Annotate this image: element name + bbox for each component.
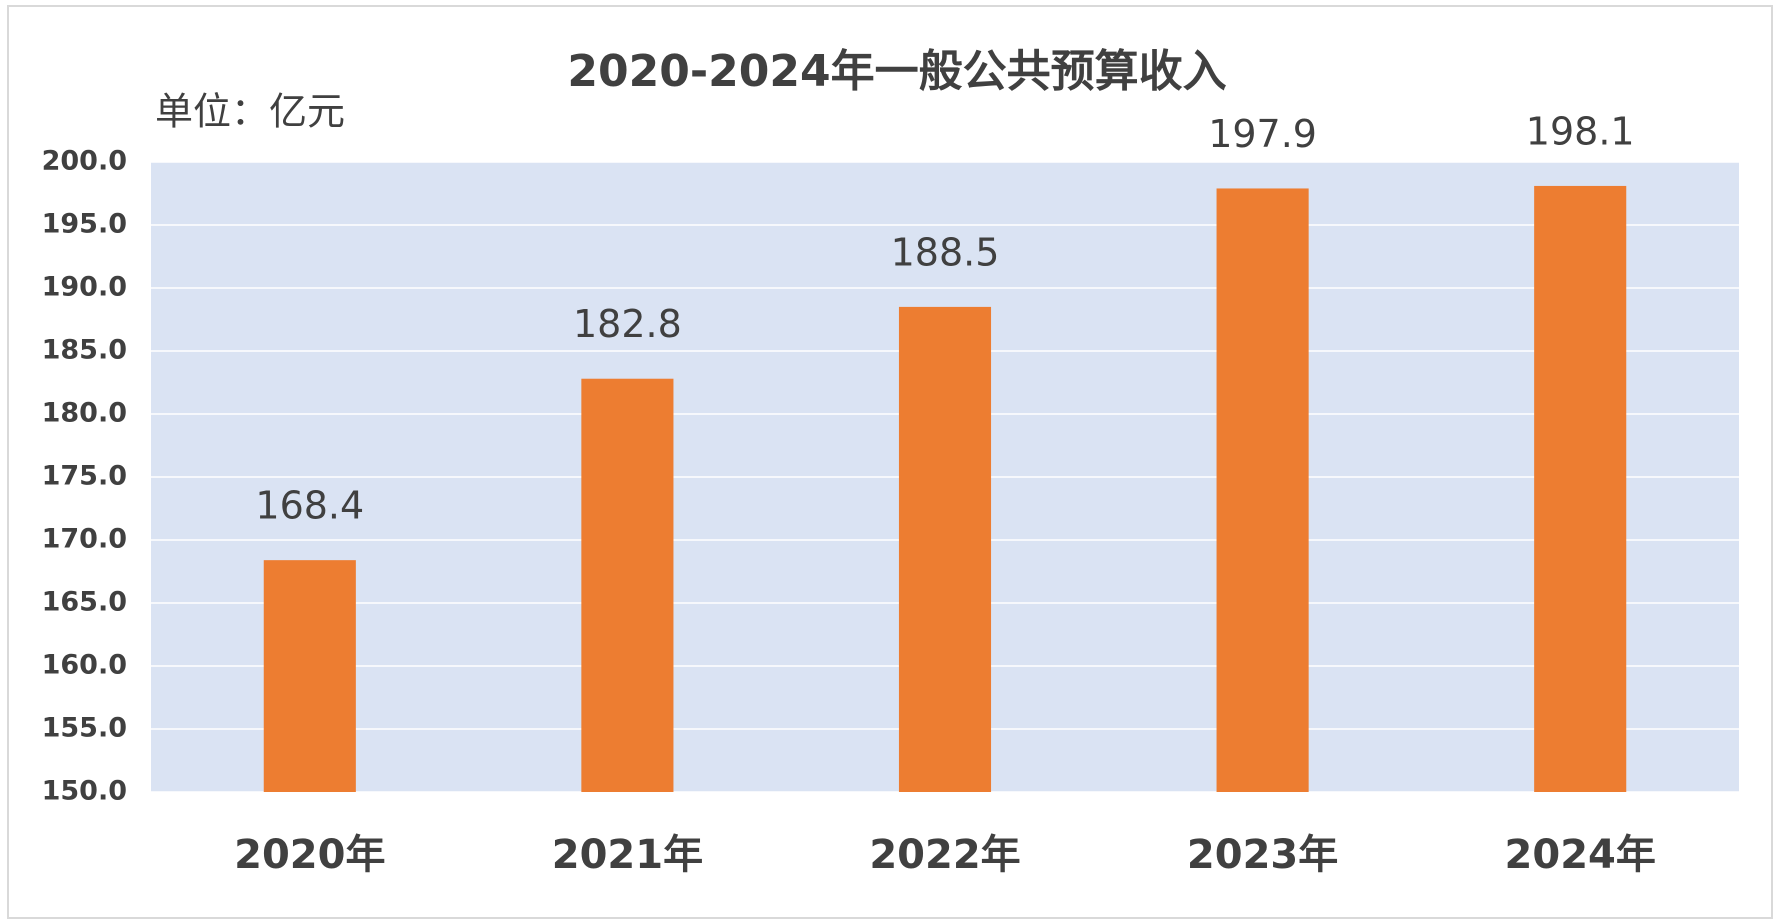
y-tick-label: 175.0	[42, 461, 127, 492]
y-tick-label: 200.0	[42, 146, 127, 177]
x-tick-label: 2021年	[552, 832, 703, 878]
y-tick-label: 185.0	[42, 335, 127, 366]
data-label: 188.5	[891, 230, 1000, 274]
y-tick-label: 190.0	[42, 272, 127, 303]
unit-label: 单位：亿元	[155, 90, 345, 134]
y-tick-label: 165.0	[42, 587, 127, 618]
x-tick-label: 2020年	[234, 832, 385, 878]
y-tick-label: 195.0	[42, 209, 127, 240]
y-tick-label: 150.0	[42, 776, 127, 807]
data-label: 197.9	[1208, 112, 1317, 156]
bar	[1216, 188, 1309, 792]
x-tick-label: 2022年	[869, 832, 1020, 878]
bar	[1534, 185, 1627, 792]
data-label: 182.8	[573, 302, 682, 346]
x-tick-label: 2024年	[1505, 832, 1656, 878]
x-tick-label: 2023年	[1187, 832, 1338, 878]
bar	[898, 306, 992, 792]
data-label: 198.1	[1526, 109, 1635, 153]
chart-title: 2020-2024年一般公共预算收入	[567, 46, 1226, 97]
y-tick-label: 180.0	[42, 398, 127, 429]
bar	[263, 560, 356, 792]
y-tick-label: 170.0	[42, 524, 127, 555]
y-tick-label: 155.0	[42, 713, 127, 744]
y-tick-label: 160.0	[42, 650, 127, 681]
data-label: 168.4	[255, 484, 364, 528]
bar	[581, 378, 674, 792]
